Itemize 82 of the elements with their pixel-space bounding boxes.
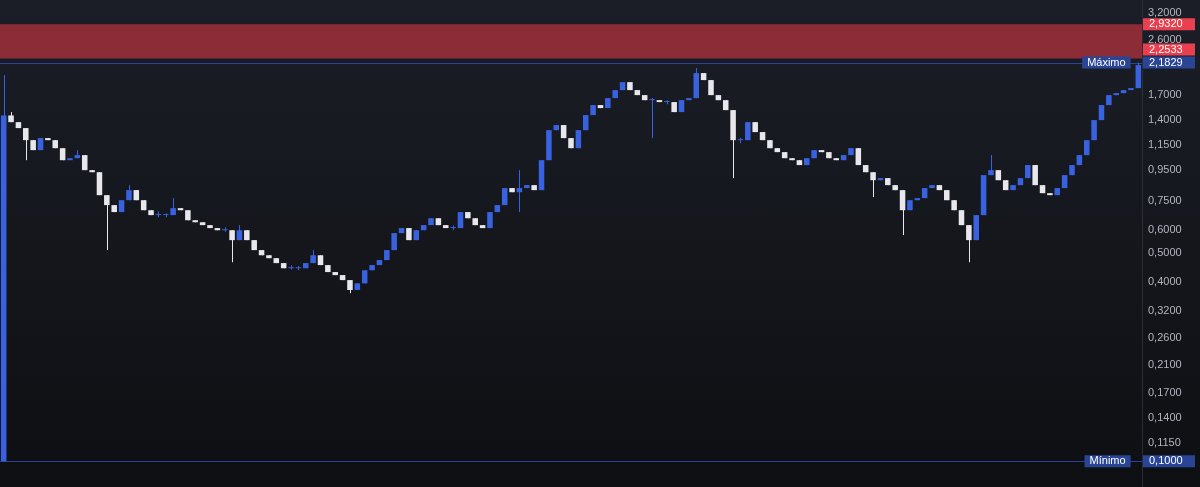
candlestick bbox=[605, 97, 611, 109]
ref-line-label: Mínimo bbox=[1089, 454, 1126, 467]
candlestick bbox=[524, 184, 530, 189]
candlestick bbox=[23, 127, 29, 161]
candlestick bbox=[148, 209, 154, 216]
candlestick bbox=[671, 101, 677, 113]
candlestick bbox=[111, 204, 117, 213]
candlestick bbox=[1083, 139, 1090, 156]
candlestick bbox=[325, 264, 331, 273]
candlestick bbox=[590, 104, 596, 116]
y-tick-label: 0,2600 bbox=[1148, 330, 1182, 343]
candlestick bbox=[428, 217, 434, 226]
y-tick-label: 2,9320 bbox=[1149, 17, 1183, 30]
candlestick bbox=[1025, 164, 1031, 179]
candlestick bbox=[546, 129, 552, 161]
candlestick bbox=[745, 121, 751, 141]
candlestick bbox=[730, 109, 736, 179]
y-tick-label: 0,9500 bbox=[1148, 163, 1182, 176]
candlestick bbox=[804, 157, 810, 166]
candlestick bbox=[1113, 92, 1119, 96]
candlestick bbox=[929, 184, 935, 189]
candlestick bbox=[627, 81, 633, 91]
candlestick bbox=[30, 139, 36, 151]
candlestick bbox=[229, 229, 235, 263]
y-tick-label: 0,5000 bbox=[1148, 246, 1182, 259]
candlestick bbox=[826, 151, 832, 159]
candlestick bbox=[251, 239, 257, 251]
candlestick bbox=[752, 121, 758, 133]
y-tick-label: 0,2100 bbox=[1148, 358, 1182, 371]
candlestick bbox=[45, 137, 51, 141]
candlestick bbox=[767, 139, 773, 149]
candlestick bbox=[487, 211, 493, 229]
candlestick bbox=[104, 194, 110, 251]
candlestick bbox=[384, 249, 390, 261]
candlestick bbox=[310, 249, 316, 264]
candlestick bbox=[870, 171, 876, 198]
y-tick-label: 0,6000 bbox=[1148, 222, 1182, 235]
candlestick bbox=[472, 217, 478, 226]
y-tick-label: 0,1150 bbox=[1148, 436, 1181, 449]
candlestick bbox=[347, 279, 353, 294]
y-tick-label: 1,7000 bbox=[1148, 87, 1182, 100]
candlestick bbox=[612, 89, 618, 99]
y-tick-label: 1,1500 bbox=[1148, 138, 1182, 151]
candlestick bbox=[442, 224, 449, 229]
candlestick bbox=[848, 147, 854, 156]
candlestick bbox=[406, 227, 412, 241]
y-tick-label: 2,6000 bbox=[1148, 32, 1182, 45]
candlestick bbox=[973, 214, 979, 241]
candlestick bbox=[1106, 94, 1112, 106]
y-tick-label: 1,4000 bbox=[1148, 113, 1182, 126]
y-tick-label: 0,7500 bbox=[1148, 193, 1182, 206]
candlestick bbox=[52, 139, 59, 149]
candlestick bbox=[67, 157, 73, 161]
candlestick bbox=[266, 254, 272, 259]
candlestick bbox=[185, 209, 191, 221]
y-tick-label: 0,3200 bbox=[1148, 303, 1182, 316]
candlestick bbox=[207, 224, 213, 229]
y-tick-label: 0,1700 bbox=[1148, 385, 1182, 398]
candlestick bbox=[1047, 192, 1053, 196]
y-tick-label: 2,1829 bbox=[1149, 55, 1183, 68]
candlestick bbox=[693, 67, 700, 99]
candlestick bbox=[966, 224, 972, 263]
candlestick bbox=[907, 199, 913, 211]
candlestick bbox=[244, 229, 250, 241]
candlestick bbox=[686, 97, 692, 101]
candlestick bbox=[89, 169, 95, 173]
y-tick-label: 3,2000 bbox=[1148, 6, 1182, 19]
candlestick bbox=[391, 232, 397, 251]
candlestick bbox=[951, 199, 957, 211]
candlestick bbox=[1091, 119, 1097, 141]
candlestick bbox=[8, 111, 14, 123]
candlestick bbox=[789, 157, 795, 161]
y-tick-label: 0,1400 bbox=[1148, 410, 1182, 423]
candlestick bbox=[1032, 164, 1038, 186]
y-tick-label: 0,1000 bbox=[1149, 454, 1183, 467]
candlestick bbox=[708, 79, 714, 96]
ref-line-label: Máximo bbox=[1087, 55, 1126, 68]
candlestick bbox=[885, 177, 891, 186]
candlestick bbox=[833, 157, 839, 161]
y-tick-label: 0,4000 bbox=[1148, 275, 1182, 288]
candlestick bbox=[1128, 87, 1134, 91]
candlestick bbox=[192, 219, 199, 223]
